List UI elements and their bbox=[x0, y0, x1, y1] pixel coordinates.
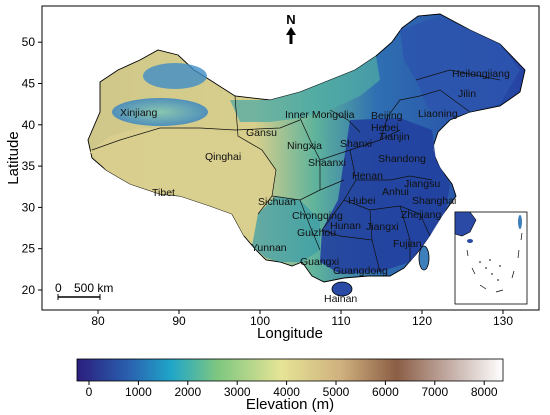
y-tick-label: 50 bbox=[22, 35, 36, 49]
colorbar-ticks: 0 1000 2000 3000 4000 5000 6000 7000 8000 bbox=[86, 381, 498, 399]
label-shanghai: Shanghai bbox=[412, 195, 456, 207]
label-shanxi: Shanxi bbox=[340, 138, 372, 150]
inset-nine-dash-line bbox=[466, 232, 523, 293]
label-tibet: Tibet bbox=[152, 187, 175, 199]
scale-bar-right-label: 500 km bbox=[74, 281, 113, 295]
tarim-basin bbox=[112, 98, 208, 126]
label-hainan: Hainan bbox=[324, 293, 357, 305]
north-arrow: N bbox=[286, 12, 296, 44]
label-jilin: Jilin bbox=[458, 88, 476, 100]
colorbar-gradient bbox=[76, 358, 504, 382]
label-guangdong: Guangdong bbox=[333, 265, 388, 277]
colorbar-tick-label: 2000 bbox=[174, 385, 201, 399]
label-heilongjiang: Heilongjiang bbox=[452, 68, 510, 80]
y-axis-label: Latitude bbox=[5, 131, 22, 184]
province-labels: Xinjiang Tibet Qinghai Gansu Inner Mongo… bbox=[120, 68, 510, 305]
label-zhejiang: Zhejiang bbox=[401, 209, 441, 221]
y-tick-label: 20 bbox=[22, 283, 36, 297]
elevation-colorbar: 0 1000 2000 3000 4000 5000 6000 7000 8000 Elevat… bbox=[76, 358, 504, 413]
y-tick-label: 45 bbox=[22, 77, 36, 91]
x-axis-ticks: 80 90 100 110 120 130 bbox=[91, 310, 513, 328]
inset-taiwan bbox=[518, 215, 522, 229]
colorbar-tick-label: 4000 bbox=[273, 385, 300, 399]
hainan-island bbox=[331, 281, 353, 297]
colorbar-tick-label: 0 bbox=[86, 385, 93, 399]
label-hebei: Hebei bbox=[371, 122, 398, 134]
colorbar-tick-label: 3000 bbox=[224, 385, 251, 399]
scale-bar-left-label: 0 bbox=[55, 281, 62, 295]
yunnan-guizhou-plateau bbox=[252, 196, 320, 262]
label-chongqing: Chongqing bbox=[292, 210, 343, 222]
x-tick-label: 80 bbox=[91, 314, 105, 328]
label-liaoning: Liaoning bbox=[418, 108, 458, 120]
taiwan-island bbox=[418, 245, 430, 271]
label-anhui: Anhui bbox=[382, 186, 409, 198]
label-sichuan: Sichuan bbox=[258, 196, 296, 208]
inset-islands bbox=[479, 259, 501, 281]
label-shaanxi: Shaanxi bbox=[308, 157, 346, 169]
scale-bar: 0 500 km bbox=[55, 281, 113, 300]
tibetan-plateau bbox=[90, 128, 276, 236]
label-beijing: Beijing bbox=[371, 110, 403, 122]
colorbar-tick-label: 8000 bbox=[471, 385, 498, 399]
east-china-plain bbox=[320, 118, 450, 274]
northeast-lowlands bbox=[400, 16, 520, 120]
x-tick-label: 90 bbox=[172, 314, 186, 328]
label-hubei: Hubei bbox=[348, 195, 375, 207]
label-fujian: Fujian bbox=[393, 238, 422, 250]
label-jiangsu: Jiangsu bbox=[404, 178, 440, 190]
label-guizhou: Guizhou bbox=[297, 227, 336, 239]
y-tick-label: 30 bbox=[22, 200, 36, 214]
label-shandong: Shandong bbox=[378, 153, 426, 165]
label-gansu: Gansu bbox=[246, 127, 277, 139]
label-jiangxi: Jiangxi bbox=[366, 221, 399, 233]
junggar-basin bbox=[143, 63, 207, 89]
label-yunnan: Yunnan bbox=[251, 242, 287, 254]
colorbar-tick-label: 7000 bbox=[421, 385, 448, 399]
label-hunan: Hunan bbox=[330, 220, 361, 232]
x-axis-label: Longitude bbox=[257, 325, 323, 342]
x-tick-label: 130 bbox=[493, 314, 513, 328]
x-tick-label: 100 bbox=[250, 314, 270, 328]
y-tick-label: 40 bbox=[22, 118, 36, 132]
colorbar-tick-label: 6000 bbox=[372, 385, 399, 399]
colorbar-tick-label: 5000 bbox=[323, 385, 350, 399]
label-tianjin: Tianjin bbox=[379, 131, 410, 143]
x-tick-label: 110 bbox=[331, 314, 350, 328]
north-arrow-icon bbox=[286, 27, 296, 44]
colorbar-tick-label: 1000 bbox=[125, 385, 152, 399]
label-xinjiang: Xinjiang bbox=[120, 107, 158, 119]
province-boundaries bbox=[91, 69, 501, 273]
label-henan: Henan bbox=[352, 170, 383, 182]
label-inner-mongolia: Inner Mongolia bbox=[285, 109, 355, 121]
y-tick-label: 35 bbox=[22, 159, 36, 173]
label-qinghai: Qinghai bbox=[205, 151, 241, 163]
inset-hainan bbox=[467, 239, 473, 243]
y-tick-label: 25 bbox=[22, 242, 36, 256]
y-axis-ticks: 20 25 30 35 40 45 50 bbox=[22, 35, 42, 297]
inner-mongolia-plateau bbox=[230, 56, 380, 122]
label-ningxia: Ningxia bbox=[287, 140, 322, 152]
colorbar-label: Elevation (m) bbox=[246, 396, 334, 413]
inset-mainland bbox=[454, 211, 477, 237]
label-guangxi: Guangxi bbox=[300, 256, 339, 268]
north-label: N bbox=[286, 12, 295, 27]
x-tick-label: 120 bbox=[412, 314, 432, 328]
